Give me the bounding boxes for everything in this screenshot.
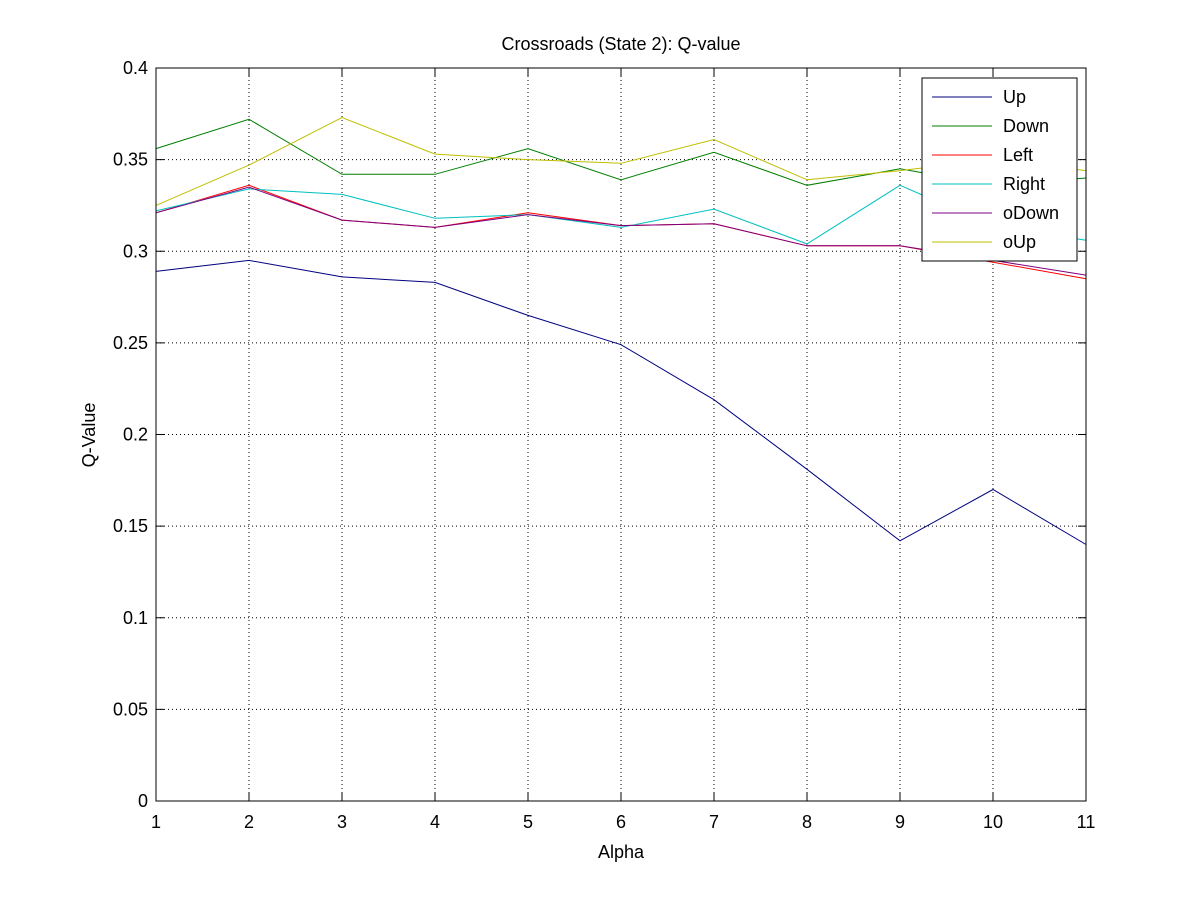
x-tick-label: 7 <box>709 812 719 832</box>
x-tick-label: 5 <box>523 812 533 832</box>
y-tick-label: 0.1 <box>123 608 148 628</box>
y-tick-label: 0.35 <box>113 150 148 170</box>
grid-lines <box>156 68 1086 801</box>
x-tick-label: 8 <box>802 812 812 832</box>
legend-label-oup: oUp <box>1003 232 1036 252</box>
y-tick-label: 0.25 <box>113 333 148 353</box>
chart-title: Crossroads (State 2): Q-value <box>501 34 740 54</box>
legend-label-right: Right <box>1003 174 1045 194</box>
series-line-up <box>155 259 1087 545</box>
y-tick-label: 0.05 <box>113 699 148 719</box>
legend-label-down: Down <box>1003 116 1049 136</box>
x-tick-label: 11 <box>1077 812 1096 832</box>
legend-label-odown: oDown <box>1003 203 1059 223</box>
legend: Up Down Left Right oDown oUp <box>921 77 1078 262</box>
axis-ticks: 1 2 3 4 5 6 7 8 9 10 11 0 0.05 0.1 0.15 0.2 0.25 0.3 0.35 0… <box>113 58 1095 832</box>
x-tick-label: 9 <box>895 812 905 832</box>
y-tick-label: 0.15 <box>113 516 148 536</box>
x-tick-label: 4 <box>430 812 440 832</box>
y-axis-label: Q-Value <box>79 403 99 468</box>
y-tick-label: 0.4 <box>123 58 148 78</box>
x-tick-label: 6 <box>616 812 626 832</box>
y-tick-label: 0.3 <box>123 241 148 261</box>
x-tick-label: 10 <box>983 812 1003 832</box>
x-tick-label: 3 <box>337 812 347 832</box>
x-tick-label: 2 <box>244 812 254 832</box>
y-tick-label: 0 <box>138 791 148 811</box>
x-tick-label: 1 <box>151 812 161 832</box>
y-tick-label: 0.2 <box>123 425 148 445</box>
legend-label-up: Up <box>1003 87 1026 107</box>
x-axis-label: Alpha <box>598 842 645 862</box>
legend-label-left: Left <box>1003 145 1033 165</box>
legend-box <box>921 77 1078 262</box>
